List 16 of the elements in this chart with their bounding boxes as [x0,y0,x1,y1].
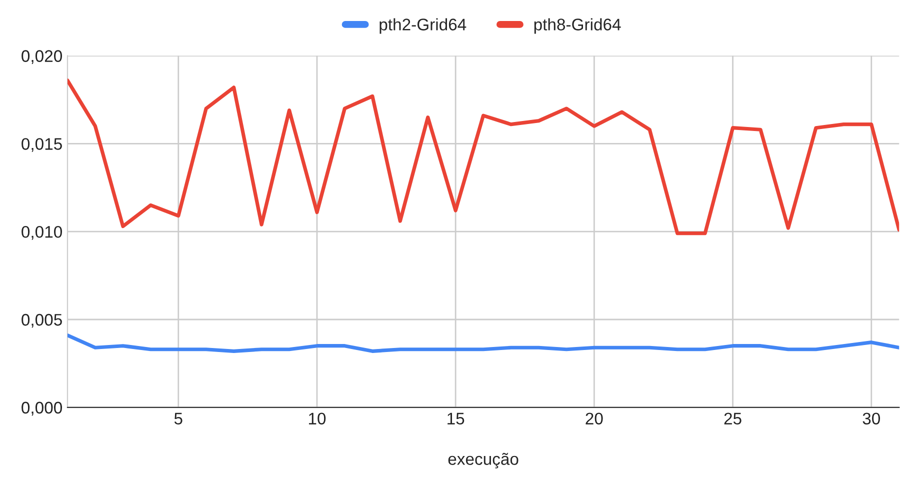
legend-label: pth2-Grid64 [380,18,466,34]
legend-label: pth8-Grid64 [534,18,621,34]
x-tick-label: 20 [586,412,603,425]
x-tick-label: 30 [862,412,880,425]
y-tick-label: 0,005 [22,314,62,328]
x-tick-label: 5 [174,412,182,425]
x-tick-label: 10 [308,412,326,425]
x-tick-label: 15 [448,412,464,425]
y-tick-label: 0,015 [22,138,62,152]
x-tick-label: 25 [724,412,742,425]
line-series [68,78,900,236]
line-series [68,334,900,353]
x-axis-title: execução [448,452,518,468]
y-tick-label: 0,020 [22,50,62,64]
y-tick-label: 0,000 [22,402,62,416]
y-tick-label: 0,010 [22,226,62,240]
